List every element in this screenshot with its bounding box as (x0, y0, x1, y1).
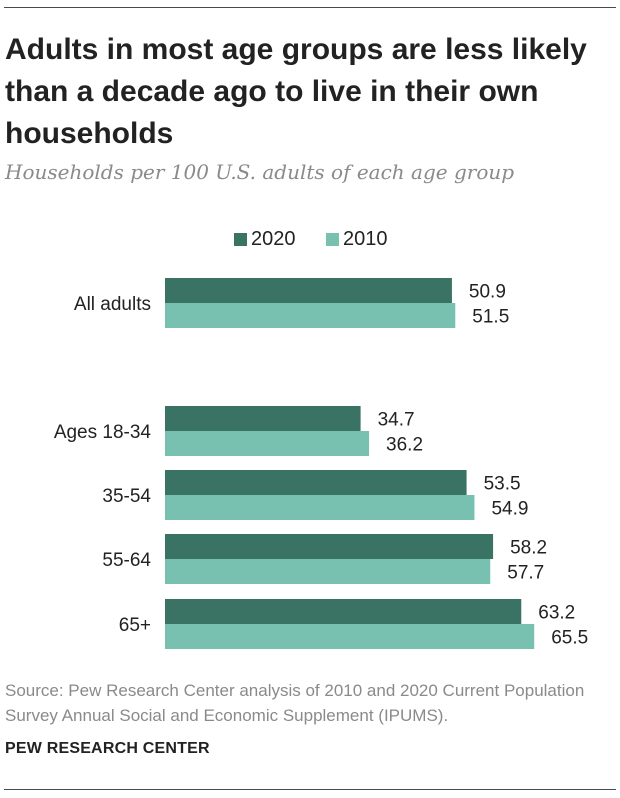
category-label-55-64: 55-64 (102, 550, 151, 571)
bar-all-adults-2010 (165, 303, 456, 328)
bar-65-2020 (165, 599, 522, 624)
legend-label-2020: 2020 (251, 228, 296, 250)
legend-swatch-2010 (326, 233, 339, 246)
value-label-65-2010: 65.5 (551, 628, 588, 649)
bar-all-adults-2020 (165, 278, 452, 303)
top-rule (4, 7, 616, 8)
category-label-65: 65+ (119, 615, 151, 636)
category-label-ages-18-34: Ages 18-34 (54, 422, 152, 443)
value-label-55-64-2020: 58.2 (510, 538, 547, 559)
value-label-all-adults-2020: 50.9 (469, 282, 506, 303)
value-label-65-2020: 63.2 (538, 603, 575, 624)
value-label-all-adults-2010: 51.5 (472, 307, 509, 328)
legend-label-2010: 2010 (343, 228, 388, 250)
bar-ages-18-34-2010 (165, 431, 370, 456)
brand-logo-text: PEW RESEARCH CENTER (5, 740, 210, 757)
category-label-all-adults: All adults (74, 294, 151, 315)
value-label-ages-18-34-2020: 34.7 (378, 410, 415, 431)
bar-65-2010 (165, 624, 535, 649)
bar-55-64-2020 (165, 534, 494, 559)
chart-subtitle: Households per 100 U.S. adults of each a… (5, 160, 515, 184)
legend-swatch-2020 (234, 233, 247, 246)
legend: 2020 2010 (0, 228, 620, 252)
bar-35-54-2020 (165, 470, 467, 495)
legend-item-2010: 2010 (326, 228, 388, 251)
bar-55-64-2010 (165, 559, 491, 584)
value-label-35-54-2020: 53.5 (484, 474, 521, 495)
legend-item-2020: 2020 (234, 228, 296, 251)
source-note: Source: Pew Research Center analysis of … (5, 681, 585, 725)
category-label-35-54: 35-54 (102, 486, 151, 507)
bottom-rule (4, 789, 616, 790)
bar-35-54-2010 (165, 495, 475, 520)
bar-chart: All adults 50.9 51.5 Ages 18-34 34.7 36.2 35-5… (54, 278, 588, 649)
value-label-55-64-2010: 57.7 (507, 563, 544, 584)
value-label-ages-18-34-2010: 36.2 (386, 435, 423, 456)
bar-ages-18-34-2020 (165, 406, 361, 431)
value-label-35-54-2010: 54.9 (491, 499, 528, 520)
chart-title: Adults in most age groups are less likel… (5, 33, 587, 150)
